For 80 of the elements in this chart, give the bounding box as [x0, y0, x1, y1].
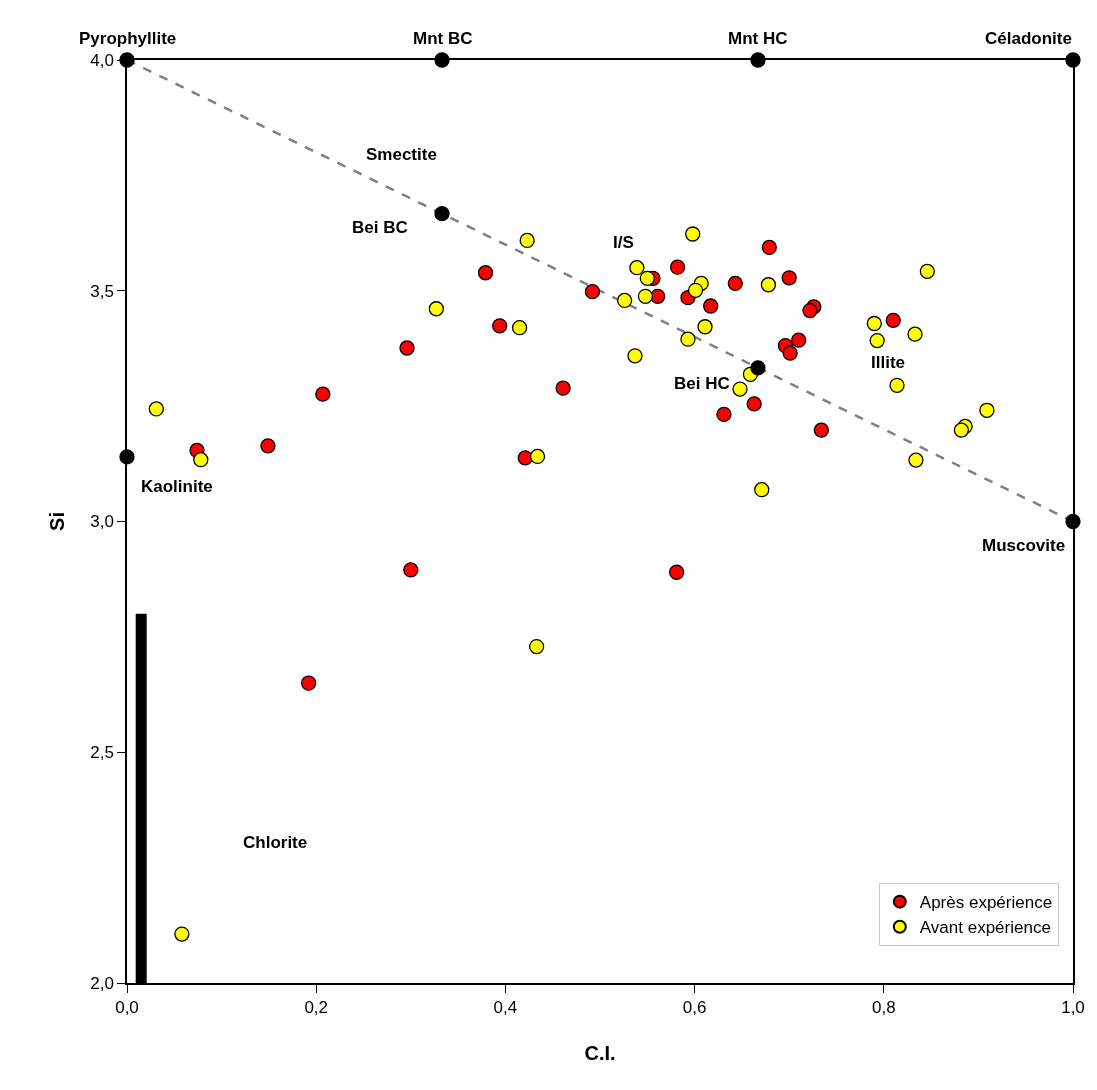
point — [174, 926, 190, 942]
point — [791, 332, 807, 348]
point — [650, 288, 666, 304]
annotation: Pyrophyllite — [79, 29, 177, 48]
point — [953, 422, 970, 438]
point — [907, 326, 923, 342]
annotation: Kaolinite — [141, 477, 213, 496]
point — [428, 301, 444, 317]
y-tick-label: 2,5 — [90, 743, 114, 763]
point — [889, 377, 905, 393]
y-axis-title: Si — [46, 512, 69, 531]
point — [668, 564, 685, 580]
annotation: Mnt BC — [413, 29, 473, 48]
point — [687, 282, 704, 298]
point — [703, 298, 719, 314]
point — [555, 380, 571, 396]
point — [477, 265, 494, 281]
point — [732, 381, 748, 397]
point — [919, 263, 935, 280]
annotation: Bei HC — [674, 374, 730, 393]
point — [760, 277, 777, 293]
point — [519, 232, 535, 249]
point — [908, 452, 924, 468]
point — [528, 638, 545, 655]
point — [399, 340, 415, 356]
point — [669, 259, 686, 275]
point — [403, 562, 419, 578]
point — [492, 318, 508, 334]
point — [813, 422, 830, 438]
point — [584, 284, 601, 300]
point — [885, 312, 901, 328]
point — [746, 396, 762, 412]
annotation: Illite — [871, 353, 906, 372]
point — [260, 438, 276, 454]
point — [869, 332, 885, 349]
point — [866, 315, 882, 332]
point — [761, 239, 777, 256]
point — [680, 331, 696, 347]
point — [727, 275, 743, 292]
point — [754, 482, 770, 498]
point — [782, 345, 798, 361]
point — [616, 292, 633, 309]
annotation: Chlorite — [243, 833, 308, 852]
point — [627, 348, 643, 364]
x-tick-label: 0,0 — [115, 998, 139, 1018]
x-tick-label: 0,6 — [682, 998, 707, 1018]
y-tick-label: 3,0 — [90, 512, 114, 532]
point — [148, 401, 164, 417]
x-tick-label: 0,4 — [493, 998, 518, 1018]
x-tick-label: 0,2 — [304, 998, 329, 1018]
annotation: I/S — [613, 233, 634, 252]
y-tick-label: 3,5 — [90, 281, 114, 301]
x-axis-title: C.I. — [584, 1042, 616, 1065]
point — [300, 675, 317, 691]
annotation: Mnt HC — [728, 29, 788, 48]
point — [639, 270, 655, 286]
annotation: Bei BC — [352, 218, 408, 237]
point — [434, 206, 450, 222]
point — [629, 260, 645, 276]
y-tick-label: 4,0 — [90, 50, 114, 70]
point — [716, 406, 732, 423]
y-tick-label: 2,0 — [90, 973, 114, 993]
point — [802, 302, 818, 319]
point — [511, 320, 528, 336]
point — [637, 288, 654, 304]
x-tick-label: 1,0 — [1061, 998, 1085, 1018]
point — [697, 319, 713, 335]
annotation: Smectite — [366, 145, 437, 164]
point — [750, 360, 766, 376]
annotation: Muscovite — [982, 536, 1066, 555]
point — [685, 226, 701, 242]
point — [193, 452, 209, 468]
point — [781, 270, 797, 286]
point — [979, 402, 995, 418]
point — [529, 448, 546, 465]
legend-label: Avant expérience — [919, 918, 1051, 938]
annotation: Céladonite — [985, 29, 1072, 48]
point — [315, 386, 331, 402]
legend-label: Après expérience — [919, 893, 1053, 913]
x-tick-label: 0,8 — [871, 998, 896, 1018]
